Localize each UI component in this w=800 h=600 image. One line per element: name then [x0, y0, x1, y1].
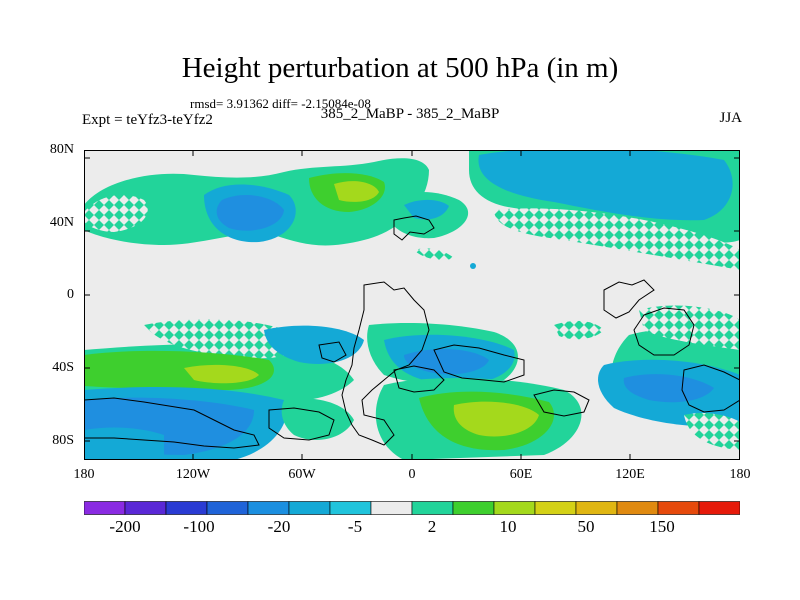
lon-label-60w: 60W [288, 467, 316, 482]
colorbar-swatch [288, 501, 331, 515]
experiment-label: Expt = teYfz3-teYfz2 [82, 112, 213, 128]
colorbar-swatch [124, 501, 167, 515]
season-label: JJA [719, 110, 742, 126]
colorbar-label-4: -5 [347, 517, 363, 536]
stats-text: rmsd= 3.91362 diff= -2.15084e-08 [190, 96, 371, 111]
colorbar-swatch [206, 501, 249, 515]
map-panel [84, 150, 740, 460]
lon-label-180w: 180 [73, 467, 95, 482]
colorbar-swatch [411, 501, 454, 515]
colorbar-swatch [698, 501, 740, 515]
colorbar-swatch [165, 501, 208, 515]
plot-title: Height perturbation at 500 hPa (in m) [181, 52, 619, 84]
nh-anomaly-fields [84, 150, 740, 270]
colorbar-label-8: 150 [649, 517, 675, 536]
colorbar-swatch [370, 501, 413, 515]
colorbar-swatch [575, 501, 618, 515]
colorbar-swatch [657, 501, 700, 515]
lat-label-eq: 0 [67, 287, 74, 302]
colorbar-swatch [84, 501, 126, 515]
colorbar-label-3: -20 [267, 517, 291, 536]
colorbar-swatch [329, 501, 372, 515]
colorbar-swatch [452, 501, 495, 515]
colorbar-label-1: -200 [109, 517, 141, 536]
colorbar-swatch [247, 501, 290, 515]
colorbar-swatch [534, 501, 577, 515]
axis-ticks [84, 150, 740, 460]
lon-label-120w: 120W [175, 467, 211, 482]
colorbar-label-7: 50 [577, 517, 595, 536]
lon-label-120e: 120E [615, 467, 645, 482]
lat-label-40s: 40S [52, 360, 74, 375]
lon-label-0: 0 [408, 467, 416, 482]
coastlines [84, 215, 740, 449]
colorbar-label-5: 2 [427, 517, 437, 536]
lon-label-60e: 60E [509, 467, 533, 482]
lat-label-80s: 80S [52, 433, 74, 448]
case-label: 385_2_MaBP - 385_2_MaBP [320, 106, 500, 122]
lat-label-80n: 80N [49, 142, 74, 157]
colorbar-label-2: -100 [183, 517, 215, 536]
lon-label-180e: 180 [729, 467, 751, 482]
colorbar-swatch [493, 501, 536, 515]
colorbar-label-6: 10 [499, 517, 517, 536]
colorbar-swatch [616, 501, 659, 515]
colorbar [84, 501, 740, 515]
lat-label-40n: 40N [49, 215, 74, 230]
